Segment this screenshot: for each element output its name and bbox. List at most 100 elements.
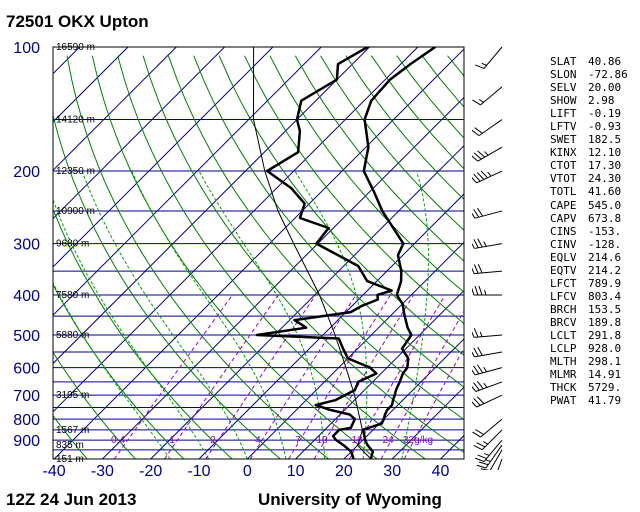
- index-row: CAPV 673.8: [550, 212, 626, 225]
- mixing-ratio-label: 7: [295, 435, 301, 446]
- isotherm-line: [53, 47, 322, 316]
- mixing-ratio-line: [113, 294, 233, 459]
- wind-barb: [472, 263, 503, 275]
- wind-barb: [472, 86, 503, 106]
- mixing-ratio-line: [288, 294, 391, 459]
- wind-barb-flag: [473, 365, 480, 375]
- temperature-tick-label: 40: [432, 463, 450, 480]
- wind-barb-flag: [476, 381, 484, 390]
- wind-barb-flag: [472, 431, 481, 438]
- index-label: VTOT: [550, 172, 577, 186]
- wind-barb-staff: [475, 381, 503, 392]
- wind-barb-flag: [477, 238, 483, 248]
- isotherm-grid: [53, 47, 464, 459]
- temperature-tick-label: -40: [43, 463, 66, 480]
- wind-barb: [472, 285, 502, 296]
- wind-barb-half-flag: [487, 171, 492, 177]
- wind-barb-staff: [476, 394, 503, 408]
- index-label: CTOT: [550, 159, 577, 173]
- index-row: TOTL 41.60: [550, 185, 626, 198]
- isotherm-line: [295, 289, 464, 459]
- index-label: EQLV: [550, 250, 577, 264]
- wind-barb-staff: [489, 449, 503, 470]
- index-row: LCLT 291.8: [550, 329, 626, 342]
- index-value: 214.6: [588, 250, 622, 264]
- index-row: LCLP 928.0: [550, 342, 626, 355]
- index-row: SLAT 40.86: [550, 55, 626, 68]
- dry-adiabat-line: [218, 55, 464, 356]
- index-value: 24.30: [588, 172, 622, 186]
- wind-barb-half-flag: [484, 289, 487, 296]
- wind-barb: [472, 119, 503, 137]
- wind-barb-half-flag: [479, 331, 483, 337]
- index-value: 214.2: [588, 263, 622, 277]
- dry-adiabat-line: [117, 55, 427, 459]
- height-label: 10900 m: [56, 206, 95, 217]
- dry-adiabat-line: [66, 55, 330, 459]
- wind-barb-staff: [480, 418, 503, 438]
- moist-adiabat-line: [53, 198, 210, 459]
- mixing-ratio-label: 10: [316, 435, 328, 446]
- index-row: KINX 12.10: [550, 146, 626, 159]
- wind-barb: [497, 458, 503, 470]
- index-value: 928.0: [588, 342, 622, 356]
- wind-barb-flag: [472, 129, 480, 137]
- wind-barb-flag: [477, 364, 484, 374]
- wind-barb-flag: [473, 398, 481, 406]
- temperature-trace: [361, 47, 436, 459]
- dry-adiabat-line: [320, 55, 464, 231]
- index-label: LFCT: [550, 276, 577, 290]
- index-value: 182.5: [588, 133, 622, 147]
- height-label: 9680 m: [56, 239, 89, 250]
- temperature-tick-label: 10: [287, 463, 305, 480]
- wind-barb-flag: [472, 331, 475, 338]
- moist-adiabat-line: [81, 170, 248, 459]
- wind-barb-flag: [472, 351, 475, 358]
- sounding-profiles: [255, 47, 436, 459]
- mixing-ratio-line: [249, 294, 357, 459]
- index-value: 545.0: [588, 198, 622, 212]
- index-value: 41.60: [588, 185, 622, 199]
- wind-barb-flag: [472, 386, 477, 392]
- wind-barb: [474, 439, 503, 463]
- index-row: BRCV 189.8: [550, 316, 626, 329]
- wind-barb-flag: [476, 396, 485, 404]
- height-label: 3195 m: [56, 390, 89, 401]
- wind-barb-flag: [473, 264, 479, 274]
- height-label: 12350 m: [56, 166, 95, 177]
- moist-adiabat-line: [131, 170, 287, 459]
- isotherm-line: [53, 48, 464, 459]
- index-label: CINV: [550, 237, 577, 251]
- index-label: MLMR: [550, 368, 577, 382]
- index-row: EQLV 214.6: [550, 251, 626, 264]
- height-label: 151 m: [56, 454, 84, 465]
- wind-barb-flag: [473, 208, 480, 218]
- index-row: THCK 5729.: [550, 381, 626, 394]
- index-value: 673.8: [588, 211, 622, 225]
- wind-barb-staff: [474, 270, 503, 275]
- temperature-tick-label: 0: [243, 463, 252, 480]
- pressure-tick-label: 800: [13, 412, 40, 429]
- isotherm-line: [246, 241, 464, 459]
- wind-barb: [472, 346, 503, 358]
- wind-barb-flag: [473, 347, 479, 357]
- isotherm-line: [343, 338, 464, 459]
- parcel-path: [252, 47, 372, 459]
- mixing-ratio-label: 32g/kg: [403, 435, 433, 446]
- wind-barb-flag: [474, 127, 483, 134]
- wind-barb-flag: [477, 346, 483, 356]
- wind-barb-flag: [476, 442, 486, 448]
- wind-barb: [474, 46, 503, 69]
- dry-adiabat-line: [53, 283, 185, 459]
- mixing-ratio-label: 16: [351, 435, 363, 446]
- index-row: CTOT 17.30: [550, 159, 626, 172]
- mixing-ratio-line: [380, 310, 464, 459]
- index-label: LFTV: [550, 120, 577, 134]
- mixing-ratio-lines: [113, 294, 464, 459]
- mixing-ratio-label: 4: [255, 435, 261, 446]
- index-row: MLTH 298.1: [550, 355, 626, 368]
- plot-area: [53, 47, 464, 459]
- temperature-tick-label: 30: [383, 463, 401, 480]
- wind-barb-flag: [476, 172, 485, 180]
